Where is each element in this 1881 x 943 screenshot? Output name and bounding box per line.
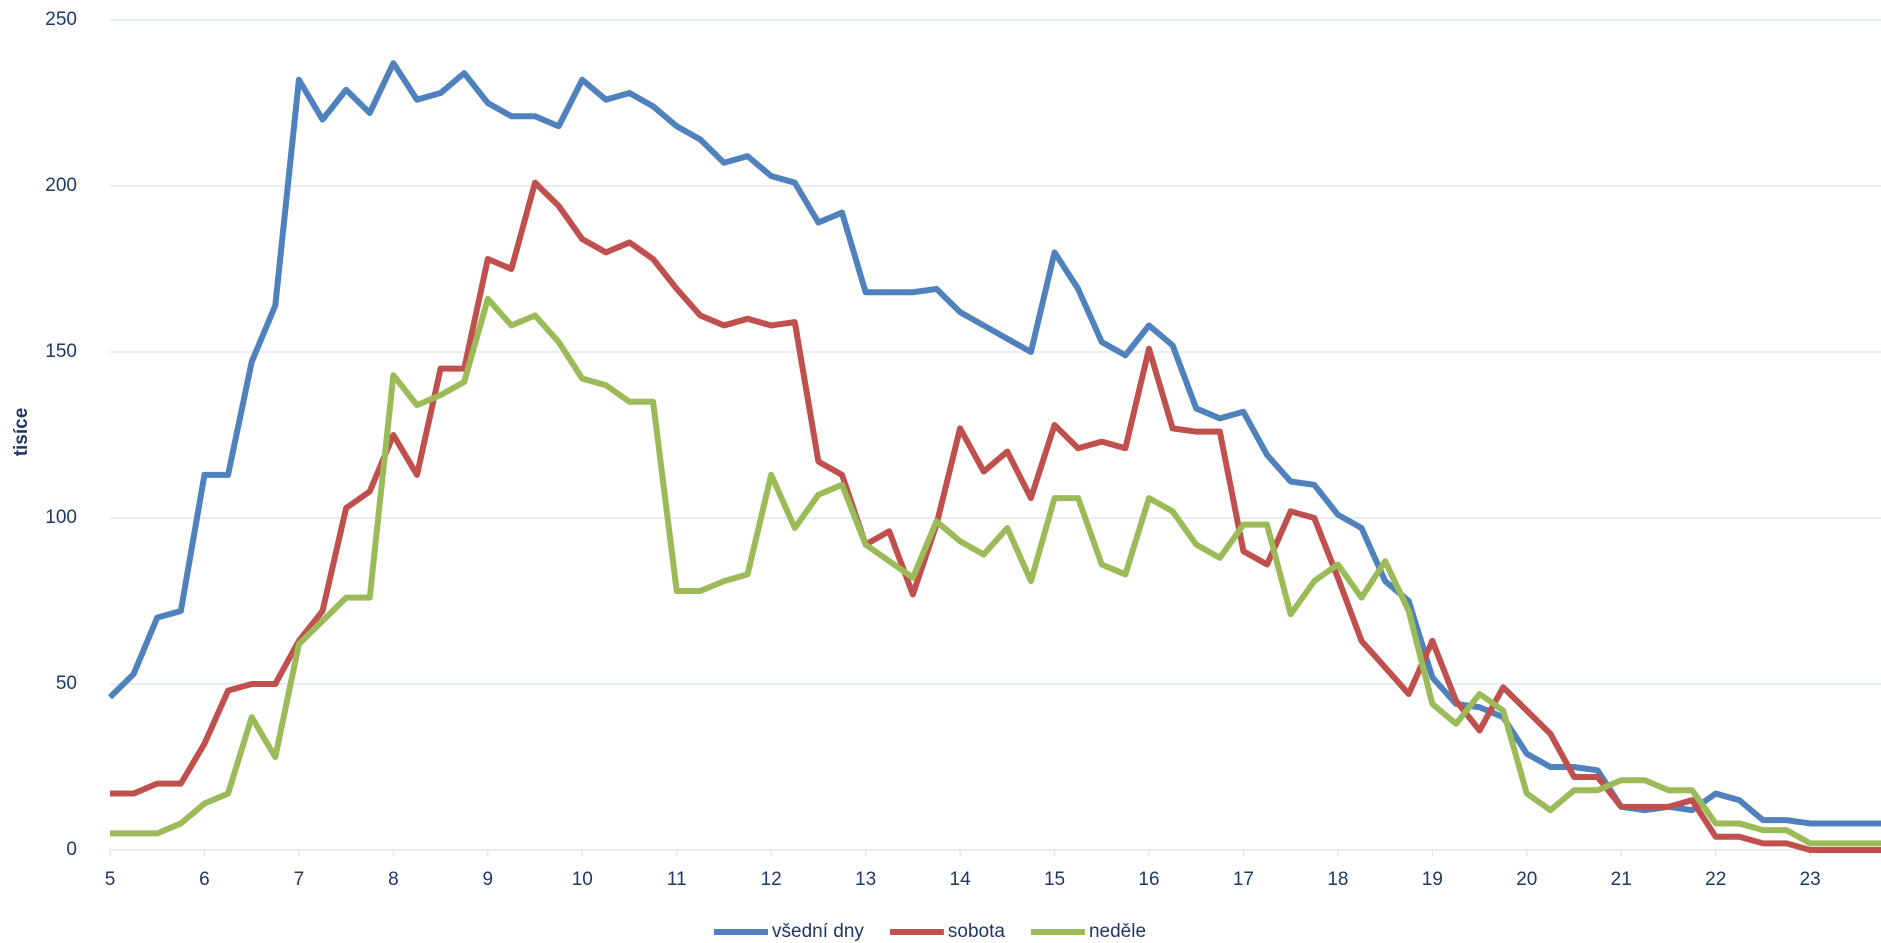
y-tick-label: 50 <box>56 673 77 694</box>
x-tick-label: 17 <box>1233 869 1254 890</box>
x-tick-label: 21 <box>1611 869 1632 890</box>
legend-label: všední dny <box>772 921 864 942</box>
x-tick-label: 10 <box>572 869 593 890</box>
x-tick-label: 9 <box>483 869 494 890</box>
x-tick-label: 6 <box>199 869 210 890</box>
y-tick-label: 250 <box>45 9 77 30</box>
x-tick-label: 15 <box>1044 869 1065 890</box>
series-line <box>110 179 1881 853</box>
legend-label: neděle <box>1089 921 1146 942</box>
x-tick-label: 19 <box>1422 869 1443 890</box>
x-tick-label: 14 <box>950 869 972 890</box>
x-tick-label: 13 <box>855 869 876 890</box>
series-line <box>110 295 1881 847</box>
x-tick-label: 22 <box>1705 869 1726 890</box>
x-tick-label: 11 <box>667 869 687 890</box>
x-tick-label: 8 <box>388 869 399 890</box>
y-tick-label: 0 <box>66 839 77 860</box>
x-tick-label: 5 <box>105 869 116 890</box>
x-tick-label: 7 <box>294 869 305 890</box>
x-tick-label: 16 <box>1138 869 1159 890</box>
x-tick-label: 20 <box>1516 869 1537 890</box>
x-tick-label: 23 <box>1800 869 1821 890</box>
y-tick-label: 150 <box>45 341 77 362</box>
y-axis-title: tisíce <box>11 408 32 457</box>
legend-label: sobota <box>948 921 1005 942</box>
y-tick-label: 100 <box>45 507 77 528</box>
x-tick-label: 12 <box>761 869 782 890</box>
series-line <box>107 60 1881 827</box>
x-tick-label: 18 <box>1327 869 1348 890</box>
y-tick-label: 200 <box>45 175 77 196</box>
